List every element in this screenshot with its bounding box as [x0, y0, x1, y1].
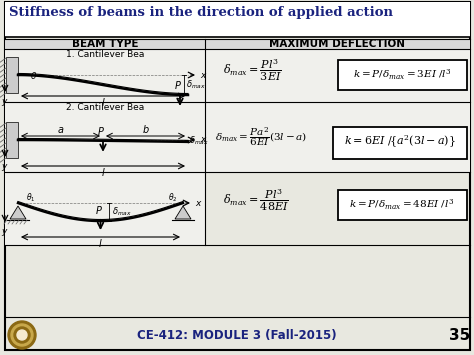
Text: l: l — [99, 239, 102, 249]
Bar — [5, 102, 470, 172]
Text: y: y — [1, 97, 6, 106]
Text: a: a — [57, 125, 64, 135]
Text: $\theta$: $\theta$ — [30, 70, 37, 81]
Text: $k = P/\delta_{max} = 3EI\ /l^3$: $k = P/\delta_{max} = 3EI\ /l^3$ — [353, 68, 451, 82]
Bar — [5, 2, 470, 37]
Text: P: P — [98, 127, 104, 137]
Text: $\delta_{max}$: $\delta_{max}$ — [112, 206, 132, 218]
Text: $\delta_{max} = \dfrac{Pl^3}{3EI}$: $\delta_{max} = \dfrac{Pl^3}{3EI}$ — [223, 58, 282, 83]
Text: CE-412: MODULE 3 (Fall-2015): CE-412: MODULE 3 (Fall-2015) — [137, 328, 337, 342]
Text: y: y — [1, 227, 6, 236]
Text: x: x — [195, 198, 201, 208]
Bar — [5, 172, 205, 245]
Polygon shape — [175, 206, 191, 219]
Circle shape — [8, 321, 36, 349]
FancyBboxPatch shape — [338, 60, 467, 90]
Text: $k = 6EI\ /\!\left\{a^2(3l-a)\right\}$: $k = 6EI\ /\!\left\{a^2(3l-a)\right\}$ — [344, 134, 456, 150]
Circle shape — [11, 324, 33, 346]
Text: 35: 35 — [449, 328, 471, 343]
Text: 2. Cantilever Bea: 2. Cantilever Bea — [66, 103, 144, 112]
Bar — [5, 49, 470, 102]
Text: MAXIMUM DEFLECTION: MAXIMUM DEFLECTION — [270, 39, 405, 49]
Text: x: x — [200, 136, 205, 144]
Bar — [6, 122, 18, 158]
Polygon shape — [10, 206, 26, 219]
Text: $k = P/\delta_{max} = 48EI\ /l^3$: $k = P/\delta_{max} = 48EI\ /l^3$ — [349, 198, 455, 212]
Text: 1. Cantilever Bea: 1. Cantilever Bea — [66, 50, 144, 59]
Text: P: P — [96, 206, 101, 216]
Text: $\delta_{max}$: $\delta_{max}$ — [186, 79, 206, 91]
Text: y: y — [1, 162, 6, 171]
Bar — [5, 39, 470, 49]
Text: BEAM TYPE: BEAM TYPE — [72, 39, 138, 49]
Text: $\theta_1$: $\theta_1$ — [26, 192, 36, 204]
Text: l: l — [101, 168, 104, 178]
Text: b: b — [142, 125, 149, 135]
Bar — [6, 57, 18, 93]
Text: Stiffness of beams in the direction of applied action: Stiffness of beams in the direction of a… — [9, 6, 393, 19]
Text: P: P — [175, 81, 181, 91]
Text: x: x — [200, 71, 205, 80]
Text: $\delta_{max} = \dfrac{Pl^3}{48EI}$: $\delta_{max} = \dfrac{Pl^3}{48EI}$ — [223, 187, 289, 213]
Text: l: l — [101, 98, 104, 108]
FancyBboxPatch shape — [338, 190, 467, 220]
Circle shape — [17, 330, 27, 340]
Text: $\theta_2$: $\theta_2$ — [168, 192, 178, 204]
Text: $\delta_{max} = \dfrac{Pa^2}{6EI}(3l - a)$: $\delta_{max} = \dfrac{Pa^2}{6EI}(3l - a… — [215, 126, 307, 148]
Circle shape — [14, 327, 30, 343]
FancyBboxPatch shape — [333, 127, 467, 159]
Text: $\delta_{max}$: $\delta_{max}$ — [189, 135, 209, 147]
